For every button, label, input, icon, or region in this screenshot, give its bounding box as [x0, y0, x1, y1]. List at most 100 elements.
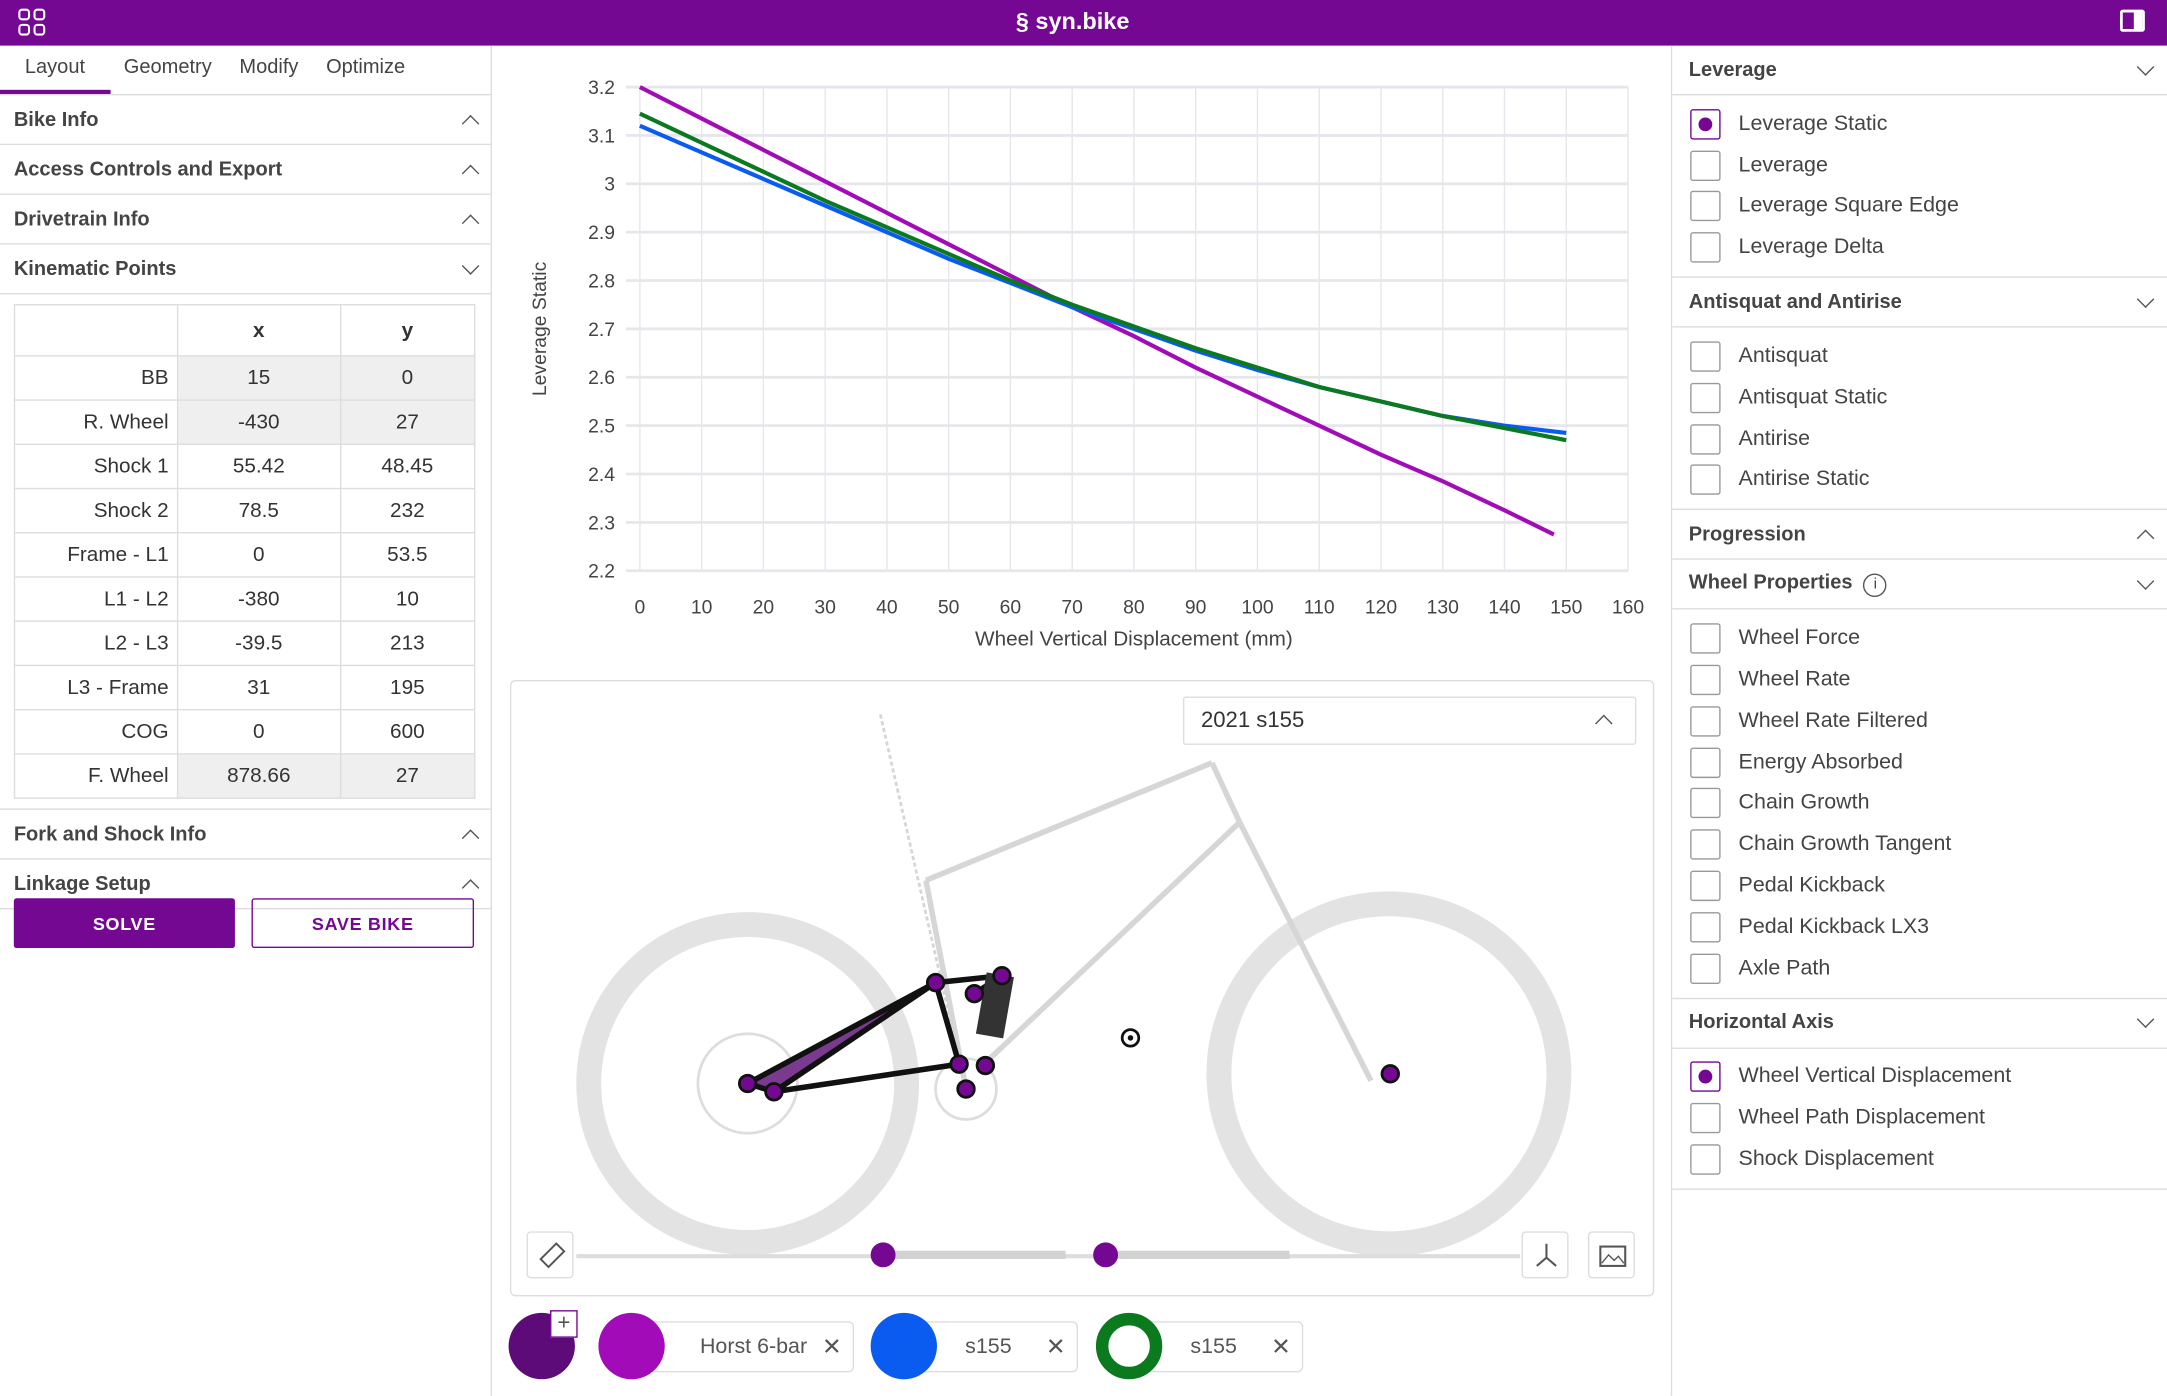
point-value[interactable]: 27: [339, 399, 476, 446]
bike-color-swatch[interactable]: [1095, 1312, 1163, 1380]
checkbox[interactable]: [1690, 109, 1721, 140]
pivot-points[interactable]: [737, 966, 1400, 1102]
point-value[interactable]: 232: [339, 487, 476, 534]
bike-chip[interactable]: s155 ✕: [898, 1321, 1078, 1373]
option-wheel-force[interactable]: Wheel Force: [1672, 618, 2167, 659]
point-value[interactable]: 213: [339, 620, 476, 667]
close-icon[interactable]: ✕: [1271, 1333, 1291, 1360]
option-pedal-kickback-lx3[interactable]: Pedal Kickback LX3: [1672, 907, 2167, 948]
option-wheel-vertical-displacement[interactable]: Wheel Vertical Displacement: [1672, 1057, 2167, 1098]
point-value[interactable]: 55.42: [176, 443, 341, 490]
point-value[interactable]: 78.5: [176, 487, 341, 534]
tab-optimize[interactable]: Optimize: [326, 56, 406, 79]
checkbox[interactable]: [1690, 232, 1721, 263]
add-bike-button[interactable]: +: [508, 1310, 578, 1380]
checkbox[interactable]: [1690, 1061, 1721, 1093]
tab-geometry[interactable]: Geometry: [123, 56, 212, 79]
option-antirise-static[interactable]: Antirise Static: [1672, 460, 2167, 501]
option-leverage-square-edge[interactable]: Leverage Square Edge: [1672, 186, 2167, 227]
point-value[interactable]: 10: [339, 576, 476, 622]
section-header[interactable]: Antisquat and Antirise: [1672, 278, 2167, 328]
close-icon[interactable]: ✕: [1045, 1333, 1066, 1360]
option-wheel-rate[interactable]: Wheel Rate: [1672, 659, 2167, 700]
point-value[interactable]: -430: [176, 399, 341, 446]
cog-marker[interactable]: [1120, 1028, 1141, 1048]
bike-color-swatch[interactable]: [598, 1312, 665, 1380]
option-leverage-static[interactable]: Leverage Static: [1672, 104, 2167, 145]
checkbox[interactable]: [1690, 150, 1721, 181]
solve-button[interactable]: SOLVE: [13, 898, 235, 949]
export-image-button[interactable]: [1587, 1231, 1635, 1279]
option-chain-growth[interactable]: Chain Growth: [1672, 783, 2167, 824]
grid-icon[interactable]: [18, 8, 46, 36]
option-leverage-delta[interactable]: Leverage Delta: [1672, 227, 2167, 268]
section-header[interactable]: Leverage: [1672, 46, 2167, 96]
option-antirise[interactable]: Antirise: [1672, 418, 2167, 459]
table-row: F. Wheel 878.66 27: [13, 753, 476, 799]
point-value[interactable]: 600: [339, 708, 476, 755]
info-icon[interactable]: i: [1863, 573, 1888, 597]
checkbox[interactable]: [1690, 623, 1721, 655]
sidebar-toggle-icon[interactable]: [2119, 9, 2145, 32]
section-header[interactable]: Linkage Setup: [0, 860, 491, 910]
checkbox[interactable]: [1690, 664, 1721, 696]
bike-color-swatch[interactable]: [870, 1312, 937, 1380]
point-value[interactable]: 15: [176, 355, 341, 401]
point-value[interactable]: 195: [339, 664, 476, 711]
section-header[interactable]: Bike Info: [0, 95, 491, 146]
point-value[interactable]: -380: [176, 576, 341, 622]
checkbox[interactable]: [1690, 464, 1721, 496]
tab-modify[interactable]: Modify: [239, 56, 299, 79]
checkbox[interactable]: [1690, 953, 1721, 984]
option-chain-growth-tangent[interactable]: Chain Growth Tangent: [1672, 824, 2167, 865]
option-antisquat[interactable]: Antisquat: [1672, 336, 2167, 377]
checkbox[interactable]: [1690, 829, 1721, 860]
checkbox[interactable]: [1690, 1144, 1721, 1175]
checkbox[interactable]: [1690, 341, 1721, 372]
point-value[interactable]: 48.45: [339, 443, 476, 490]
section-header[interactable]: Fork and Shock Info: [0, 810, 491, 860]
option-wheel-path-displacement[interactable]: Wheel Path Displacement: [1672, 1098, 2167, 1139]
checkbox[interactable]: [1690, 911, 1721, 943]
section-header[interactable]: Drivetrain Info: [0, 195, 491, 245]
checkbox[interactable]: [1690, 788, 1721, 819]
point-value[interactable]: 0: [339, 355, 476, 401]
slider-handle[interactable]: [1093, 1242, 1119, 1268]
point-value[interactable]: 53.5: [339, 532, 476, 578]
point-value[interactable]: 0: [176, 708, 341, 755]
section-header[interactable]: Wheel Properties i: [1672, 560, 2167, 610]
option-wheel-rate-filtered[interactable]: Wheel Rate Filtered: [1672, 701, 2167, 742]
save-bike-button[interactable]: SAVE BIKE: [251, 898, 475, 949]
point-value[interactable]: 31: [176, 664, 341, 711]
option-antisquat-static[interactable]: Antisquat Static: [1672, 377, 2167, 418]
checkbox[interactable]: [1690, 747, 1721, 778]
checkbox[interactable]: [1690, 870, 1721, 902]
checkbox[interactable]: [1690, 382, 1721, 414]
bike-chip[interactable]: s155 ✕: [1123, 1321, 1304, 1373]
bike-select[interactable]: 2021 s155: [1182, 696, 1637, 745]
section-header[interactable]: Progression: [1672, 510, 2167, 561]
tab-layout[interactable]: Layout: [0, 46, 110, 94]
section-header[interactable]: Kinematic Points: [0, 245, 491, 295]
checkbox[interactable]: [1690, 706, 1721, 737]
point-value[interactable]: 878.66: [176, 753, 341, 799]
option-energy-absorbed[interactable]: Energy Absorbed: [1672, 742, 2167, 783]
axes-button[interactable]: [1521, 1231, 1569, 1279]
slider-handle[interactable]: [870, 1242, 896, 1268]
point-value[interactable]: 27: [339, 753, 476, 799]
point-value[interactable]: 0: [176, 532, 341, 578]
option-pedal-kickback[interactable]: Pedal Kickback: [1672, 865, 2167, 906]
section-title: Antisquat and Antirise: [1688, 291, 1902, 314]
checkbox[interactable]: [1690, 191, 1721, 222]
option-axle-path[interactable]: Axle Path: [1672, 948, 2167, 989]
ruler-button[interactable]: [526, 1231, 574, 1279]
section-header[interactable]: Horizontal Axis: [1672, 999, 2167, 1049]
option-shock-displacement[interactable]: Shock Displacement: [1672, 1139, 2167, 1180]
point-value[interactable]: -39.5: [176, 620, 341, 667]
checkbox[interactable]: [1690, 423, 1721, 455]
checkbox[interactable]: [1690, 1103, 1721, 1134]
close-icon[interactable]: ✕: [821, 1333, 842, 1360]
section-header[interactable]: Access Controls and Export: [0, 145, 491, 195]
bike-viewer[interactable]: [509, 679, 1655, 1297]
option-leverage[interactable]: Leverage: [1672, 145, 2167, 186]
